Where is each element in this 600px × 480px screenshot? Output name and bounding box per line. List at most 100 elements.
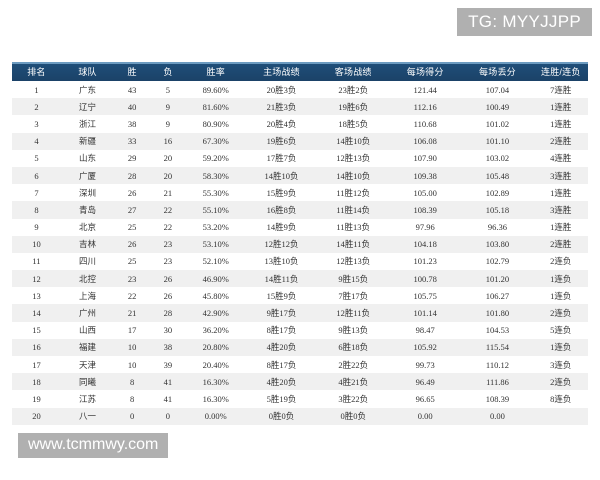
column-header-points-against[interactable]: 每场丢分: [461, 62, 534, 81]
table-row[interactable]: 7 深圳 26 21 55.30% 15胜9负 11胜12负 105.00 102.89 1连胜: [12, 184, 588, 202]
cell-win-pct: 55.30%: [202, 187, 229, 198]
column-header-away-record[interactable]: 客场战绩: [317, 62, 390, 81]
cell-points-against: 103.02: [485, 153, 510, 164]
cell-losses: 20: [163, 170, 173, 181]
column-header-rank[interactable]: 排名: [12, 62, 61, 81]
cell-win-pct: 53.20%: [202, 222, 229, 233]
table-row[interactable]: 1 广东 43 5 89.60% 20胜3负 23胜2负 121.44 107.04 7连胜: [12, 81, 588, 99]
cell-points-against: 105.48: [485, 170, 510, 181]
cell-team[interactable]: 江苏: [79, 393, 97, 404]
cell-team[interactable]: 四川: [79, 256, 97, 267]
table-row[interactable]: 15 山西 17 30 36.20% 8胜17负 9胜13负 98.47 104.53 5连负: [12, 321, 588, 339]
column-header-team[interactable]: 球队: [60, 62, 115, 81]
cell-points-for: 109.38: [413, 170, 437, 181]
cell-team[interactable]: 辽宁: [79, 101, 97, 112]
cell-away-record: 14胜11负: [336, 239, 371, 250]
cell-streak: 3连负: [550, 359, 572, 370]
cell-away-record: 9胜13负: [338, 325, 369, 336]
cell-losses: 22: [163, 204, 173, 215]
cell-rank: 6: [34, 170, 39, 181]
column-header-home-record[interactable]: 主场战绩: [245, 62, 318, 81]
table-row[interactable]: 12 北控 23 26 46.90% 14胜11负 9胜15负 100.78 101.20 1连负: [12, 270, 588, 288]
table-row[interactable]: 9 北京 25 22 53.20% 14胜9负 11胜13负 97.96 96.36 1连胜: [12, 218, 588, 236]
cell-team[interactable]: 上海: [79, 290, 97, 301]
cell-rank: 4: [34, 136, 39, 147]
cell-win-pct: 53.10%: [202, 239, 229, 250]
table-row[interactable]: 13 上海 22 26 45.80% 15胜9负 7胜17负 105.75 106.27 1连负: [12, 287, 588, 305]
cell-home-record: 8胜17负: [266, 325, 297, 336]
column-header-win-pct[interactable]: 胜率: [185, 62, 246, 81]
table-row[interactable]: 18 同曦 8 41 16.30% 4胜20负 4胜21负 96.49 111.86 2连负: [12, 373, 588, 391]
cell-points-against: 101.10: [485, 136, 510, 147]
cell-rank: 17: [32, 359, 41, 370]
cell-team[interactable]: 新疆: [79, 136, 97, 147]
cell-team[interactable]: 北控: [79, 273, 97, 284]
cell-streak: [534, 408, 588, 425]
table-row[interactable]: 19 江苏 8 41 16.30% 5胜19负 3胜22负 96.65 108.39 8连负: [12, 390, 588, 408]
table-row[interactable]: 11 四川 25 23 52.10% 13胜10负 12胜13负 101.23 102.79 2连…: [12, 252, 588, 271]
cell-team[interactable]: 青岛: [79, 204, 97, 215]
cell-streak: 3连胜: [550, 170, 572, 181]
cell-rank: 20: [32, 411, 41, 422]
table-row[interactable]: 6 广厦 28 20 58.30% 14胜10负 14胜10负 109.38 105.48 3连胜: [12, 166, 588, 185]
standings-table: 排名 球队 胜 负 胜率 主场战绩 客场战绩 每场得分 每场丢分 连胜/连负 1…: [12, 62, 588, 425]
cell-team[interactable]: 八一: [79, 411, 97, 422]
cell-wins: 27: [127, 204, 137, 215]
cell-streak: 4连胜: [550, 153, 572, 164]
cell-home-record: 0胜0负: [268, 411, 295, 422]
column-header-points-for[interactable]: 每场得分: [389, 62, 462, 81]
column-header-wins[interactable]: 胜: [114, 62, 150, 81]
cell-team[interactable]: 北京: [79, 222, 97, 233]
cell-losses: 23: [163, 256, 173, 267]
table-row[interactable]: 16 福建 10 38 20.80% 4胜20负 6胜18负 105.92 115.54 1连负: [12, 338, 588, 356]
cell-rank: 19: [32, 393, 41, 404]
table-row[interactable]: 5 山东 29 20 59.20% 17胜7负 12胜13负 107.90 103.02 4连胜: [12, 149, 588, 167]
cell-team[interactable]: 福建: [79, 342, 97, 353]
cell-home-record: 20胜4负: [266, 118, 297, 129]
standings-table-container: 排名 球队 胜 负 胜率 主场战绩 客场战绩 每场得分 每场丢分 连胜/连负 1…: [12, 62, 588, 425]
cell-team[interactable]: 广州: [79, 308, 97, 319]
cell-rank: 14: [32, 308, 41, 319]
cell-away-record: 6胜18负: [338, 342, 369, 353]
cell-team[interactable]: 广厦: [79, 170, 97, 181]
table-row[interactable]: 17 天津 10 39 20.40% 8胜17负 2胜22负 99.73 110.12 3连负: [12, 356, 588, 374]
table-row[interactable]: 8 青岛 27 22 55.10% 16胜8负 11胜14负 108.39 105.18 3连胜: [12, 201, 588, 219]
cell-team[interactable]: 广东: [79, 84, 97, 95]
table-row[interactable]: 4 新疆 33 16 67.30% 19胜6负 14胜10负 106.08 101.10 2连胜: [12, 132, 588, 150]
cell-streak: 1连胜: [550, 101, 572, 112]
cell-losses: 28: [163, 308, 173, 319]
cell-away-record: 14胜10负: [336, 170, 371, 181]
cell-win-pct: 36.20%: [202, 325, 229, 336]
cell-team[interactable]: 同曦: [79, 376, 97, 387]
cell-losses: 26: [163, 290, 173, 301]
cell-points-against: 103.80: [485, 239, 510, 250]
cell-streak: 1连胜: [550, 118, 572, 129]
cell-team[interactable]: 吉林: [79, 239, 97, 250]
table-row[interactable]: 2 辽宁 40 9 81.60% 21胜3负 19胜6负 112.16 100.49 1连胜: [12, 98, 588, 116]
cell-team[interactable]: 山西: [79, 325, 97, 336]
cell-points-for: 97.96: [415, 222, 435, 233]
cell-team[interactable]: 浙江: [79, 118, 97, 129]
cell-home-record: 15胜9负: [266, 290, 297, 301]
table-row[interactable]: 14 广州 21 28 42.90% 9胜17负 12胜11负 101.14 101.80 2连负: [12, 304, 588, 322]
table-row[interactable]: 20 八一 0 0 0.00% 0胜0负 0胜0负 0.00 0.00: [12, 407, 588, 425]
cell-team[interactable]: 天津: [79, 359, 97, 370]
cell-home-record: 14胜11负: [264, 273, 299, 284]
cell-home-record: 8胜17负: [266, 359, 297, 370]
cell-wins: 43: [127, 84, 137, 95]
cell-team[interactable]: 深圳: [79, 187, 97, 198]
table-header-row: 排名 球队 胜 负 胜率 主场战绩 客场战绩 每场得分 每场丢分 连胜/连负: [12, 62, 588, 81]
cell-away-record: 7胜17负: [338, 290, 369, 301]
cell-rank: 18: [32, 376, 41, 387]
cell-points-for: 101.23: [413, 256, 437, 267]
cell-away-record: 18胜5负: [338, 118, 369, 129]
table-row[interactable]: 3 浙江 38 9 80.90% 20胜4负 18胜5负 110.68 101.02 1连胜: [12, 115, 588, 133]
cell-win-pct: 59.20%: [202, 153, 229, 164]
column-header-streak[interactable]: 连胜/连负: [533, 62, 588, 81]
cell-points-for: 100.78: [413, 273, 437, 284]
cell-points-for: 105.75: [413, 290, 437, 301]
column-header-losses[interactable]: 负: [150, 62, 186, 81]
table-row[interactable]: 10 吉林 26 23 53.10% 12胜12负 14胜11负 104.18 103.80 2连…: [12, 235, 588, 253]
cell-team[interactable]: 山东: [79, 153, 97, 164]
cell-points-for: 107.90: [413, 153, 437, 164]
